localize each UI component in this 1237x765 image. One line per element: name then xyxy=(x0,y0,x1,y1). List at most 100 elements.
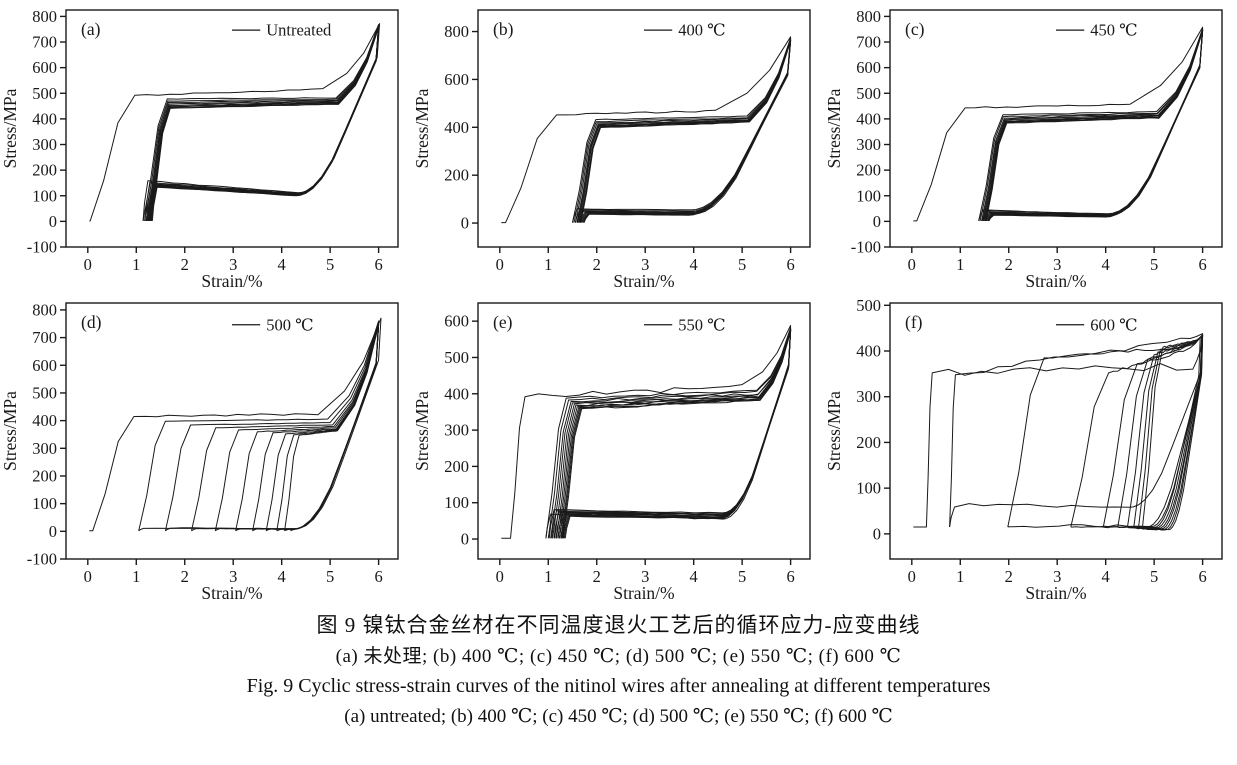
svg-text:600 ℃: 600 ℃ xyxy=(1090,315,1137,334)
svg-text:600: 600 xyxy=(444,70,469,89)
svg-text:300: 300 xyxy=(856,135,881,154)
svg-text:300: 300 xyxy=(444,421,469,440)
caption-zh-subtitle: (a) 未处理; (b) 400 ℃; (c) 450 ℃; (d) 500 ℃… xyxy=(335,645,902,667)
svg-text:700: 700 xyxy=(32,328,57,347)
svg-text:1: 1 xyxy=(132,255,140,274)
svg-text:(e): (e) xyxy=(493,312,513,332)
svg-text:5: 5 xyxy=(738,567,746,586)
subplot-d-500c: 0 1 2 3 4 5 6 -100 0 100 200 300 400 500 600 700 800 Stra… xyxy=(0,293,412,605)
svg-text:-100: -100 xyxy=(851,238,881,257)
svg-text:4: 4 xyxy=(690,255,698,274)
svg-text:200: 200 xyxy=(32,466,57,485)
caption-en-title: Fig. 9 Cyclic stress-strain curves of th… xyxy=(246,674,991,697)
subplot-a-untreated: 0 1 2 3 4 5 6 -100 0 100 200 300 400 500 600 700 800 Stra… xyxy=(0,0,412,293)
svg-text:0: 0 xyxy=(461,214,469,233)
svg-text:600: 600 xyxy=(856,58,881,77)
svg-text:800: 800 xyxy=(32,7,57,26)
svg-text:0: 0 xyxy=(84,255,92,274)
svg-text:800: 800 xyxy=(32,300,57,319)
svg-text:6: 6 xyxy=(1198,567,1206,586)
svg-text:0: 0 xyxy=(49,212,57,231)
subplot-f-600c: 0 1 2 3 4 5 6 0 100 200 300 400 500 Strain/% Stress/MP… xyxy=(824,293,1236,605)
svg-text:Strain/%: Strain/% xyxy=(201,583,262,603)
svg-text:2: 2 xyxy=(181,567,189,586)
svg-text:6: 6 xyxy=(786,567,794,586)
svg-text:400: 400 xyxy=(856,342,881,361)
svg-text:Stress/MPa: Stress/MPa xyxy=(824,391,844,471)
svg-text:6: 6 xyxy=(786,255,794,274)
svg-text:-100: -100 xyxy=(27,238,57,257)
svg-text:1: 1 xyxy=(956,255,964,274)
svg-text:3: 3 xyxy=(1053,255,1061,274)
svg-text:5: 5 xyxy=(326,255,334,274)
svg-text:400: 400 xyxy=(32,109,57,128)
svg-text:1: 1 xyxy=(544,255,552,274)
svg-text:6: 6 xyxy=(374,567,382,586)
svg-text:500: 500 xyxy=(444,348,469,367)
svg-text:5: 5 xyxy=(1150,567,1158,586)
svg-text:200: 200 xyxy=(856,433,881,452)
figure-caption: 图 9 镍钛合金丝材在不同温度退火工艺后的循环应力-应变曲线 (a) 未处理; … xyxy=(0,609,1237,731)
svg-text:3: 3 xyxy=(641,567,649,586)
svg-text:4: 4 xyxy=(690,567,698,586)
svg-text:100: 100 xyxy=(444,493,469,512)
svg-text:100: 100 xyxy=(32,494,57,513)
svg-text:Stress/MPa: Stress/MPa xyxy=(824,88,844,168)
svg-text:100: 100 xyxy=(856,186,881,205)
svg-text:500: 500 xyxy=(856,84,881,103)
svg-text:3: 3 xyxy=(641,255,649,274)
svg-text:500: 500 xyxy=(856,296,881,315)
figure-9: 0 1 2 3 4 5 6 -100 0 100 200 300 400 500 600 700 800 Stra… xyxy=(0,0,1237,731)
svg-text:Strain/%: Strain/% xyxy=(1025,271,1086,291)
svg-text:400 ℃: 400 ℃ xyxy=(678,21,725,40)
svg-text:200: 200 xyxy=(444,166,469,185)
svg-text:100: 100 xyxy=(32,186,57,205)
svg-text:700: 700 xyxy=(32,33,57,52)
svg-text:2: 2 xyxy=(1005,255,1013,274)
caption-en-subtitle: (a) untreated; (b) 400 ℃; (c) 450 ℃; (d)… xyxy=(344,705,893,727)
subplot-b-400c: 0 1 2 3 4 5 6 0 200 400 600 800 Strain/% Stress/MPa (b… xyxy=(412,0,824,293)
svg-text:200: 200 xyxy=(32,161,57,180)
subplot-e-550c: 0 1 2 3 4 5 6 0 100 200 300 400 500 600 Strain/% Stress… xyxy=(412,293,824,605)
svg-text:3: 3 xyxy=(1053,567,1061,586)
svg-text:400: 400 xyxy=(444,384,469,403)
svg-text:Stress/MPa: Stress/MPa xyxy=(412,88,432,168)
svg-text:Stress/MPa: Stress/MPa xyxy=(0,391,20,471)
subplot-row-1: 0 1 2 3 4 5 6 -100 0 100 200 300 400 500 600 700 800 Stra… xyxy=(0,0,1237,293)
svg-text:5: 5 xyxy=(326,567,334,586)
svg-text:(b): (b) xyxy=(493,19,514,39)
svg-text:500: 500 xyxy=(32,383,57,402)
svg-text:200: 200 xyxy=(856,161,881,180)
svg-text:3: 3 xyxy=(229,567,237,586)
svg-text:4: 4 xyxy=(1102,567,1110,586)
svg-text:5: 5 xyxy=(738,255,746,274)
svg-text:300: 300 xyxy=(32,439,57,458)
svg-text:550 ℃: 550 ℃ xyxy=(678,315,725,334)
svg-text:0: 0 xyxy=(496,567,504,586)
svg-text:1: 1 xyxy=(544,567,552,586)
svg-text:600: 600 xyxy=(32,356,57,375)
svg-text:Strain/%: Strain/% xyxy=(1025,583,1086,603)
svg-text:0: 0 xyxy=(908,567,916,586)
svg-text:(a): (a) xyxy=(81,19,101,39)
svg-text:2: 2 xyxy=(593,255,601,274)
svg-text:1: 1 xyxy=(956,567,964,586)
svg-text:0: 0 xyxy=(49,522,57,541)
svg-text:400: 400 xyxy=(32,411,57,430)
svg-text:0: 0 xyxy=(84,567,92,586)
svg-text:Strain/%: Strain/% xyxy=(201,271,262,291)
svg-text:0: 0 xyxy=(461,530,469,549)
svg-text:600: 600 xyxy=(444,312,469,331)
svg-text:Stress/MPa: Stress/MPa xyxy=(412,391,432,471)
svg-text:6: 6 xyxy=(374,255,382,274)
svg-text:5: 5 xyxy=(1150,255,1158,274)
svg-text:500: 500 xyxy=(32,84,57,103)
svg-text:300: 300 xyxy=(32,135,57,154)
svg-text:700: 700 xyxy=(856,33,881,52)
svg-text:600: 600 xyxy=(32,58,57,77)
svg-text:100: 100 xyxy=(856,479,881,498)
svg-text:1: 1 xyxy=(132,567,140,586)
svg-text:4: 4 xyxy=(1102,255,1110,274)
caption-zh-title: 图 9 镍钛合金丝材在不同温度退火工艺后的循环应力-应变曲线 xyxy=(316,613,921,637)
svg-text:6: 6 xyxy=(1198,255,1206,274)
